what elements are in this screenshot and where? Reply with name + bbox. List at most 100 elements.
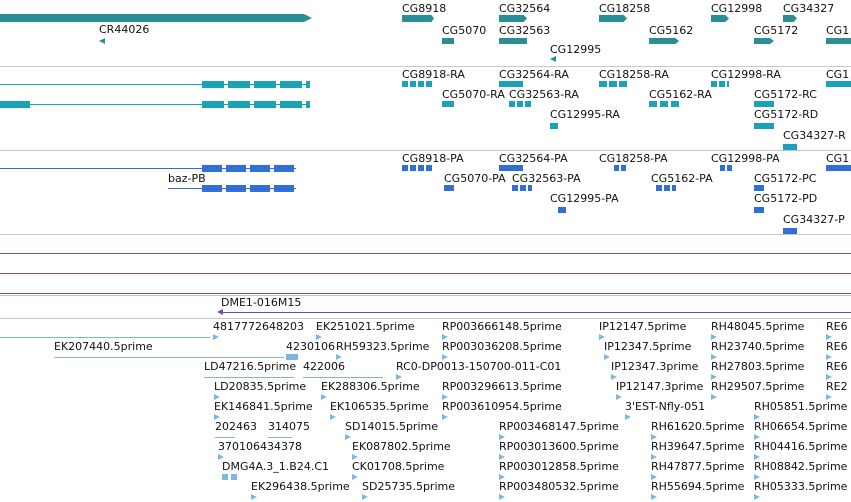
est-label[interactable]: 4230106 [286, 340, 335, 353]
gene-glyph-cr44026[interactable] [99, 38, 105, 44]
protein-label[interactable]: CG34327-P [783, 213, 845, 226]
gene-label[interactable]: CR44026 [99, 23, 150, 36]
protein-label[interactable]: CG5172-PD [754, 192, 818, 205]
est-glyph[interactable] [754, 474, 760, 480]
est-line[interactable] [204, 377, 294, 378]
transcript-label[interactable]: CG12998-RA [711, 68, 781, 81]
gene-glyph-cg12995[interactable] [550, 56, 556, 62]
feature-line[interactable] [0, 253, 851, 254]
transcript-label[interactable]: CG8918-RA [402, 68, 465, 81]
est-label[interactable]: RH06654.5prime [754, 420, 848, 433]
protein-glyph[interactable] [754, 207, 764, 213]
transcript-exons[interactable] [202, 81, 310, 88]
protein-label[interactable]: CG1 [826, 152, 850, 165]
protein-exons[interactable] [202, 165, 296, 172]
gene-glyph-cg8918[interactable] [402, 15, 434, 22]
est-label[interactable]: RH29507.5prime [711, 380, 805, 393]
est-glyph[interactable] [754, 434, 760, 440]
est-glyph[interactable] [499, 474, 505, 480]
transcript-label[interactable]: CG5172-RC [754, 88, 817, 101]
est-label[interactable]: 422006 [303, 360, 345, 373]
protein-glyph[interactable] [754, 185, 764, 191]
gene-glyph-cg5172[interactable] [754, 38, 774, 44]
est-glyph[interactable] [826, 354, 832, 360]
est-glyph[interactable] [826, 334, 832, 340]
transcript-label[interactable]: CG1 [826, 68, 850, 81]
gene-label[interactable]: CG1 [826, 24, 850, 37]
gene-label[interactable]: CG5172 [754, 24, 799, 37]
protein-glyph[interactable] [826, 165, 851, 171]
gene-label[interactable]: CG5162 [649, 24, 694, 37]
protein-glyph[interactable] [558, 207, 566, 213]
protein-glyph[interactable] [402, 165, 432, 171]
est-label[interactable]: RP003013600.5prime [499, 440, 619, 453]
est-label[interactable]: RH08842.5prime [754, 460, 848, 473]
est-glyph[interactable] [826, 394, 832, 400]
protein-label[interactable]: CG5172-PC [754, 172, 817, 185]
est-label[interactable]: EK207440.5prime [54, 340, 153, 353]
est-label[interactable]: EK296438.5prime [251, 480, 350, 493]
est-label[interactable]: IP12147.3prime [616, 380, 704, 393]
protein-glyph[interactable] [499, 165, 523, 171]
est-glyph[interactable] [214, 414, 220, 420]
est-label[interactable]: RP003610954.5prime [442, 400, 562, 413]
transcript-label[interactable]: CG12995-RA [550, 108, 620, 121]
gene-glyph-baz[interactable] [0, 14, 304, 22]
protein-label[interactable]: CG32563-PA [512, 172, 581, 185]
est-label[interactable]: 3'EST-Nfly-051 [625, 400, 706, 413]
est-label[interactable]: RH04416.5prime [754, 440, 848, 453]
est-glyph[interactable] [222, 474, 238, 480]
transcript-glyph[interactable] [711, 81, 729, 87]
est-line[interactable] [303, 377, 383, 378]
est-line[interactable] [0, 337, 210, 338]
protein-glyph[interactable] [783, 228, 797, 234]
est-glyph[interactable] [321, 394, 327, 400]
est-label[interactable]: DMG4A.3_1.B24.C1 [222, 460, 330, 473]
clone-label[interactable]: DME1-016M15 [221, 296, 302, 309]
est-label[interactable]: EK087802.5prime [352, 440, 451, 453]
gene-glyph-cg5162[interactable] [649, 38, 679, 44]
transcript-glyph[interactable] [754, 101, 774, 107]
protein-glyph[interactable] [512, 185, 532, 191]
est-label[interactable]: RE6 [826, 340, 848, 353]
transcript-glyph[interactable] [754, 123, 774, 129]
gene-glyph-cg18258[interactable] [599, 15, 627, 22]
est-label[interactable]: 314075 [268, 420, 310, 433]
est-line[interactable] [215, 437, 235, 438]
est-label[interactable]: RH39647.5prime [651, 440, 745, 453]
est-glyph[interactable] [442, 394, 448, 400]
est-label[interactable]: RP003666148.5prime [442, 320, 562, 333]
est-glyph[interactable] [711, 394, 717, 400]
est-glyph[interactable] [214, 394, 220, 400]
est-label[interactable]: RP003036208.5prime [442, 340, 562, 353]
est-glyph[interactable] [711, 354, 717, 360]
est-glyph[interactable] [251, 494, 257, 500]
est-label[interactable]: RH55694.5prime [651, 480, 745, 493]
protein-glyph[interactable] [444, 185, 454, 191]
est-label[interactable]: RP003296613.5prime [442, 380, 562, 393]
est-label[interactable]: 202463 [215, 420, 257, 433]
est-glyph[interactable] [625, 414, 631, 420]
transcript-label[interactable]: CG32563-RA [509, 88, 579, 101]
est-glyph[interactable] [611, 374, 617, 380]
protein-label[interactable]: CG5070-PA [444, 172, 506, 185]
est-glyph[interactable] [499, 454, 505, 460]
feature-line[interactable] [0, 293, 851, 294]
est-glyph[interactable] [711, 374, 717, 380]
est-glyph[interactable] [599, 334, 605, 340]
est-glyph[interactable] [442, 414, 448, 420]
est-glyph[interactable] [754, 494, 760, 500]
est-label[interactable]: RH61620.5prime [651, 420, 745, 433]
gene-label[interactable]: CG32563 [499, 24, 551, 37]
est-label[interactable]: IP12347.3prime [611, 360, 699, 373]
gene-glyph-cg5070[interactable] [442, 38, 454, 44]
est-label[interactable]: EK106535.5prime [330, 400, 429, 413]
est-glyph[interactable] [754, 414, 760, 420]
est-label[interactable]: EK251021.5prime [316, 320, 415, 333]
est-label[interactable]: IP12147.5prime [599, 320, 687, 333]
est-glyph[interactable] [499, 434, 505, 440]
gene-glyph-cg1[interactable] [826, 38, 851, 44]
est-label[interactable]: RH05851.5prime [754, 400, 848, 413]
est-label[interactable]: RE2 [826, 380, 848, 393]
transcript-exons[interactable] [202, 101, 310, 108]
